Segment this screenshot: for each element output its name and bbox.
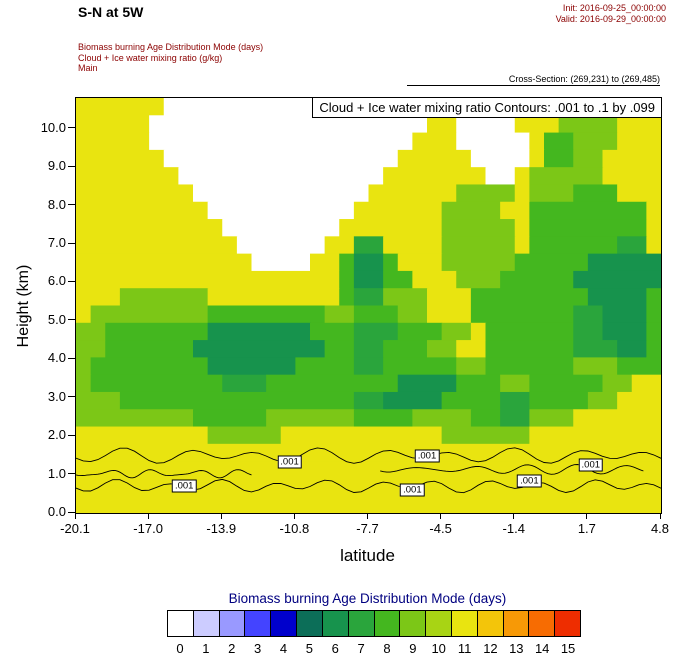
x-tick-label: -1.4 (502, 521, 525, 536)
x-tick-label: -7.7 (356, 521, 379, 536)
contour-value-label: .001 (578, 458, 604, 472)
colorbar-cell-12 (476, 611, 503, 636)
init-time: Init: 2016-09-25_00:00:00 (562, 3, 666, 13)
colorbar-tick-label: 6 (331, 641, 339, 656)
colorbar-tick-label: 10 (431, 641, 446, 656)
colorbar-tick-label: 4 (279, 641, 288, 656)
x-axis-tick (440, 513, 442, 519)
field-description-line: Biomass burning Age Distribution Mode (d… (78, 42, 264, 52)
colorbar-tick-label: 0 (176, 641, 184, 656)
page-title: S-N at 5W (78, 4, 144, 20)
contour-value-label: .001 (400, 483, 425, 497)
colorbar-tick-label: 7 (357, 641, 365, 656)
y-tick-label: 1.0 (47, 465, 66, 481)
colorbar-cell-6 (321, 611, 348, 636)
x-tick-label: 1.7 (577, 521, 596, 536)
x-axis-tick (513, 513, 515, 519)
y-axis-title: Height (km) (15, 264, 32, 348)
x-axis-tick (74, 513, 76, 519)
x-tick-label: 4.8 (650, 521, 670, 536)
colorbar-tick-label: 11 (457, 641, 472, 656)
y-axis-tick (68, 204, 75, 206)
colorbar-cell-1 (192, 611, 219, 636)
valid-time: Valid: 2016-09-29_00:00:00 (555, 14, 666, 24)
field-descriptions: Biomass burning Age Distribution Mode (d… (78, 42, 263, 74)
plot-area: .001 .001 .001 .001 .001 .001 Cloud + Ice wat… (75, 97, 662, 514)
y-tick-label: 4.0 (47, 350, 66, 366)
contour-value-label: .001 (414, 449, 440, 463)
y-axis-tick (68, 434, 75, 436)
x-tick-label: -10.8 (279, 521, 310, 536)
colorbar-cell-4 (270, 611, 297, 636)
y-tick-label: 3.0 (47, 388, 66, 404)
y-axis-tick (68, 165, 75, 167)
colorbar-cell-3 (244, 611, 271, 636)
y-axis-tick (68, 473, 75, 475)
colorbar-tick-label: 5 (305, 641, 313, 656)
colorbar-title: Biomass burning Age Distribution Mode (d… (228, 591, 507, 606)
colorbar-cell-11 (450, 611, 477, 636)
contour-labels-layer: .001 .001 .001 .001 .001 .001 (76, 98, 661, 513)
y-axis-tick (68, 127, 75, 129)
x-tick-label: -17.0 (133, 521, 163, 536)
x-axis-tick (220, 513, 222, 519)
y-tick-label: 2.0 (47, 427, 66, 443)
colorbar-cell-9 (399, 611, 426, 636)
colorbar-cell-10 (425, 611, 451, 636)
filled-contour-field (76, 98, 661, 513)
x-axis-tick (586, 513, 588, 519)
y-axis-tick (68, 357, 75, 359)
colorbar-cell-0 (168, 611, 193, 636)
x-axis-tick (659, 513, 661, 519)
colorbar-tick-label: 9 (409, 641, 417, 656)
y-tick-label: 9.0 (47, 158, 66, 174)
colorbar-tick-label: 2 (228, 641, 236, 656)
x-tick-label: -20.1 (60, 521, 90, 536)
colorbar-tick-label: 12 (483, 641, 498, 656)
colorbar-cell-14 (528, 611, 555, 636)
y-axis-tick (68, 396, 75, 398)
colorbar-tick-label: 14 (534, 641, 550, 656)
y-axis-tick (68, 242, 75, 244)
x-tick-label: -13.9 (206, 521, 237, 536)
contour-info-box: Cloud + Ice water mixing ratio Contours:… (312, 97, 662, 118)
y-tick-label: 5.0 (47, 311, 66, 327)
contour-value-label: .001 (171, 479, 197, 493)
x-tick-label: -4.5 (429, 521, 452, 536)
colorbar-cell-13 (502, 611, 529, 636)
colorbar-tick-label: 8 (383, 641, 391, 656)
contour-value-label: .001 (277, 455, 302, 469)
run-times: Init: 2016-09-25_00:00:00 Valid: 2016-09… (556, 3, 666, 25)
colorbar-cell-8 (373, 611, 400, 636)
y-tick-label: 6.0 (47, 273, 66, 289)
colorbar-tick-labels: 0 1 2 3 4 5 6 7 8 9 10 11 12 13 14 15 (167, 641, 581, 656)
colorbar-tick-label: 1 (202, 641, 210, 656)
colorbar-cell-15 (554, 611, 580, 636)
x-axis-title: latitude (340, 546, 395, 565)
x-axis-tick (147, 513, 149, 519)
colorbar-cell-5 (296, 611, 322, 636)
y-axis-tick (68, 280, 75, 282)
colorbar-cell-2 (218, 611, 245, 636)
colorbar-tick-label: 3 (253, 641, 262, 656)
y-axis-tick (68, 511, 75, 513)
field-description-line: Cloud + Ice water mixing ratio (g/kg) (78, 52, 223, 63)
colorbar-tick-label: 15 (560, 641, 576, 656)
y-tick-label: 8.0 (47, 196, 66, 212)
colorbar (167, 610, 581, 637)
y-tick-label: 10.0 (40, 119, 66, 135)
colorbar-cell-7 (347, 611, 374, 636)
y-tick-label: 7.0 (47, 235, 66, 251)
y-tick-label: 0.0 (47, 504, 66, 519)
colorbar-tick-label: 13 (509, 641, 524, 656)
contour-value-label: .001 (517, 474, 542, 488)
cross-section-label: Cross-Section: (269,231) to (269,485) (407, 74, 660, 86)
x-axis-tick (293, 513, 295, 519)
x-axis-tick (367, 513, 368, 519)
y-axis-tick (68, 319, 75, 321)
field-description-line: Main (78, 63, 98, 73)
